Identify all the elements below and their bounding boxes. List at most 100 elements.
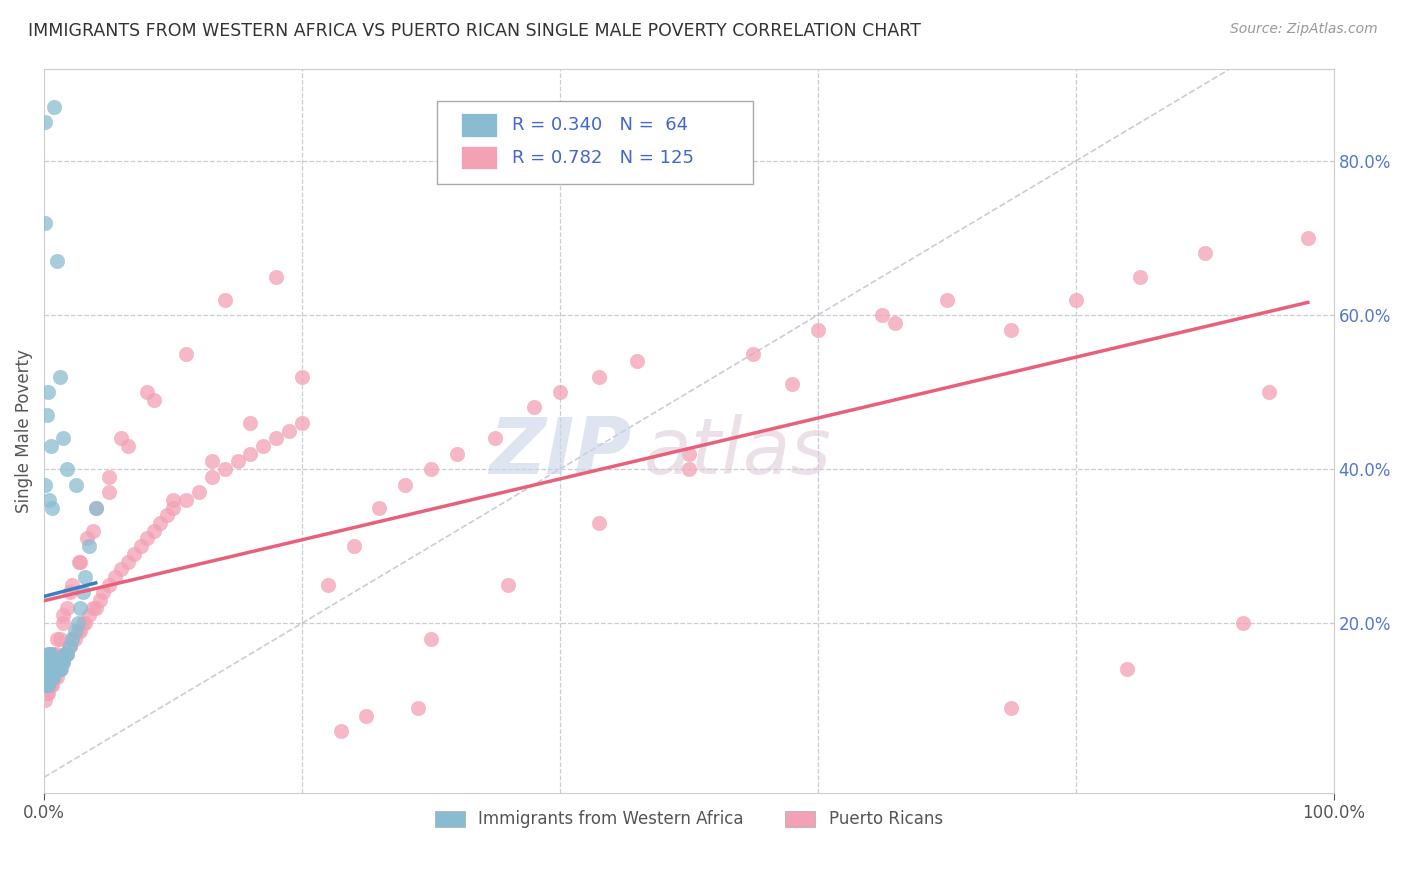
Point <box>46 655 69 669</box>
Point <box>46 662 69 676</box>
Point <box>84 500 107 515</box>
Point <box>136 385 159 400</box>
Point <box>48 632 70 646</box>
Point <box>35 662 58 676</box>
Point <box>291 416 314 430</box>
Point <box>42 670 65 684</box>
Point <box>523 401 546 415</box>
Point <box>42 662 65 676</box>
Point <box>316 577 339 591</box>
Point <box>58 640 80 654</box>
Point <box>62 632 84 646</box>
Point <box>588 516 610 530</box>
Point <box>45 662 67 676</box>
Point <box>46 655 69 669</box>
Point <box>136 532 159 546</box>
Point <box>124 547 146 561</box>
Point <box>37 655 59 669</box>
Point <box>59 640 82 654</box>
Point <box>187 485 209 500</box>
Point <box>37 678 59 692</box>
Point <box>678 462 700 476</box>
Point <box>39 670 62 684</box>
Point <box>82 600 104 615</box>
Point <box>104 570 127 584</box>
FancyBboxPatch shape <box>461 146 496 169</box>
Point <box>1064 293 1087 307</box>
Point <box>45 655 67 669</box>
Point <box>46 662 69 676</box>
Point <box>1000 701 1022 715</box>
Point <box>39 662 62 676</box>
Point <box>110 562 132 576</box>
Point <box>42 647 65 661</box>
Point <box>44 662 66 676</box>
Point <box>406 701 429 715</box>
Point <box>884 316 907 330</box>
Point <box>41 662 63 676</box>
Point <box>69 555 91 569</box>
Point <box>46 670 69 684</box>
Point <box>34 662 56 676</box>
Point <box>156 508 179 523</box>
Point <box>53 647 76 661</box>
Point <box>63 624 86 638</box>
Text: R = 0.782   N = 125: R = 0.782 N = 125 <box>512 149 695 167</box>
Point <box>56 647 79 661</box>
Text: ZIP: ZIP <box>489 414 631 491</box>
Point <box>38 678 60 692</box>
Point <box>39 662 62 676</box>
Point <box>1129 269 1152 284</box>
Point <box>239 416 262 430</box>
Point <box>252 439 274 453</box>
Point <box>226 454 249 468</box>
Point <box>420 462 443 476</box>
Text: atlas: atlas <box>644 414 831 491</box>
Point <box>52 616 75 631</box>
Point <box>42 655 65 669</box>
Point <box>1258 385 1281 400</box>
Point <box>162 500 184 515</box>
Point <box>45 647 67 661</box>
Point <box>239 447 262 461</box>
Point <box>34 678 56 692</box>
Point <box>34 477 56 491</box>
Point <box>498 577 520 591</box>
Point <box>56 600 79 615</box>
Point <box>46 655 69 669</box>
Point <box>76 532 98 546</box>
Point <box>278 424 301 438</box>
Y-axis label: Single Male Poverty: Single Male Poverty <box>15 349 32 513</box>
Point <box>59 640 82 654</box>
Point <box>51 655 73 669</box>
Point <box>72 616 94 631</box>
Point <box>394 477 416 491</box>
Point <box>42 655 65 669</box>
Point <box>39 655 62 669</box>
FancyBboxPatch shape <box>461 113 496 136</box>
Point <box>38 662 60 676</box>
Point <box>75 570 97 584</box>
Point <box>678 447 700 461</box>
Point <box>97 470 120 484</box>
Point <box>214 293 236 307</box>
Point <box>935 293 957 307</box>
Point <box>52 655 75 669</box>
Point <box>446 447 468 461</box>
Point <box>97 577 120 591</box>
Point <box>52 608 75 623</box>
Text: IMMIGRANTS FROM WESTERN AFRICA VS PUERTO RICAN SINGLE MALE POVERTY CORRELATION C: IMMIGRANTS FROM WESTERN AFRICA VS PUERTO… <box>28 22 921 40</box>
Point <box>34 678 56 692</box>
Point <box>342 539 364 553</box>
Point <box>39 678 62 692</box>
FancyBboxPatch shape <box>437 101 754 185</box>
Point <box>35 678 58 692</box>
Point <box>484 431 506 445</box>
Point <box>368 500 391 515</box>
Point <box>34 216 56 230</box>
Point <box>62 577 84 591</box>
Point <box>35 670 58 684</box>
Point <box>66 624 89 638</box>
Text: R = 0.340   N =  64: R = 0.340 N = 64 <box>512 116 689 134</box>
Point <box>742 346 765 360</box>
